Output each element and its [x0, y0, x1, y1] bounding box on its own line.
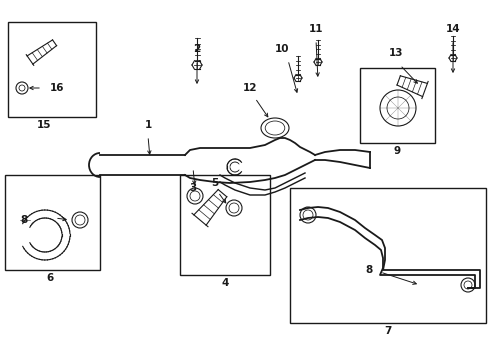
- Text: 8: 8: [365, 265, 372, 275]
- Text: 2: 2: [193, 44, 200, 54]
- Bar: [8, 22, 96, 117]
- Text: 13: 13: [388, 48, 403, 58]
- Bar: [180, 175, 269, 275]
- Text: 6: 6: [46, 273, 54, 283]
- Text: 14: 14: [445, 24, 459, 34]
- Bar: [289, 188, 485, 323]
- Text: 5: 5: [211, 178, 218, 188]
- Text: 3: 3: [189, 183, 196, 193]
- Text: 8: 8: [20, 215, 27, 225]
- Text: 9: 9: [393, 146, 400, 156]
- Text: 15: 15: [37, 120, 51, 130]
- Text: 4: 4: [221, 278, 228, 288]
- Text: 16: 16: [50, 83, 64, 93]
- Text: 11: 11: [308, 24, 323, 34]
- Bar: [5, 175, 100, 270]
- Bar: [359, 68, 434, 143]
- Text: 1: 1: [144, 120, 151, 130]
- Text: 7: 7: [384, 326, 391, 336]
- Text: 12: 12: [242, 83, 257, 93]
- Text: 10: 10: [274, 44, 289, 54]
